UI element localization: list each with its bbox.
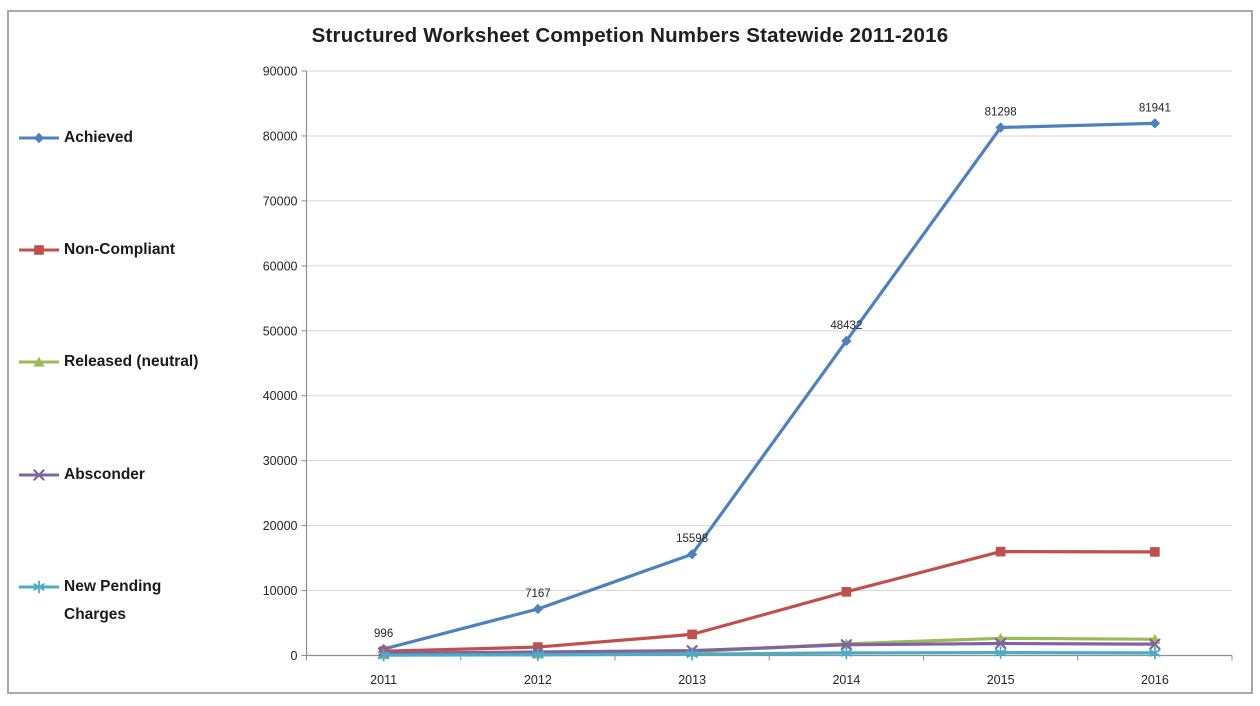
legend-item-non-compliant: Non-Compliant xyxy=(18,236,204,264)
legend-item-new-pending-charges: New Pending Charges xyxy=(18,573,204,629)
y-axis-tick-label: 80000 xyxy=(263,129,298,143)
data-label: 81941 xyxy=(1139,102,1171,114)
legend-label-achieved: Achieved xyxy=(64,129,133,146)
x-axis-tick-label: 2015 xyxy=(987,673,1015,687)
y-axis-tick-label: 30000 xyxy=(263,454,298,468)
series-new-pending-charges xyxy=(377,646,1161,662)
x-axis-tick-label: 2014 xyxy=(832,673,860,687)
y-axis-tick-label: 60000 xyxy=(263,259,298,273)
y-axis-tick-label: 50000 xyxy=(263,324,298,338)
new-pending-charges-star-marker-icon xyxy=(19,580,59,594)
gridlines xyxy=(306,70,1232,592)
data-label: 48432 xyxy=(830,320,862,332)
y-axis-tick-label: 70000 xyxy=(263,194,298,208)
chart-title: Structured Worksheet Competion Numbers S… xyxy=(311,24,949,47)
axes: 0 10000 20000 30000 40000 50000 60000 70000 8000… xyxy=(263,65,1233,687)
x-axis-tick-label: 2011 xyxy=(370,673,397,687)
y-axis-tick-label: 0 xyxy=(291,649,298,663)
legend-item-absconder: Absconder xyxy=(18,461,204,489)
non-compliant-square-marker-icon xyxy=(19,245,59,255)
y-axis-tick-label: 20000 xyxy=(263,519,298,533)
x-axis-tick-label: 2012 xyxy=(524,673,552,687)
absconder-x-marker-icon xyxy=(19,469,59,481)
data-label: 7167 xyxy=(525,588,551,600)
y-axis-tick-label: 40000 xyxy=(263,389,298,403)
data-label: 81298 xyxy=(985,107,1017,119)
series-achieved: 996 7167 15598 48432 81298 81941 xyxy=(374,102,1171,655)
legend-item-released-neutral: Released (neutral) xyxy=(18,348,204,376)
released-triangle-marker-icon xyxy=(19,356,59,367)
y-axis-tick-label: 10000 xyxy=(263,584,298,598)
data-label: 996 xyxy=(374,628,393,640)
y-axis-tick-label: 90000 xyxy=(263,65,298,79)
achieved-diamond-marker-icon xyxy=(19,132,59,144)
x-axis-tick-label: 2016 xyxy=(1141,673,1169,687)
x-axis-tick-label: 2013 xyxy=(678,673,706,687)
legend-label-new-pending-charges: New Pending Charges xyxy=(64,578,162,623)
legend: Achieved Non-Compliant Released (neutral… xyxy=(18,0,228,706)
chart-border-frame xyxy=(7,10,1253,694)
legend-label-released-neutral: Released (neutral) xyxy=(64,353,199,370)
legend-label-absconder: Absconder xyxy=(64,466,145,483)
data-label: 15598 xyxy=(676,533,708,545)
legend-label-non-compliant: Non-Compliant xyxy=(64,241,176,258)
legend-item-achieved: Achieved xyxy=(18,124,204,152)
